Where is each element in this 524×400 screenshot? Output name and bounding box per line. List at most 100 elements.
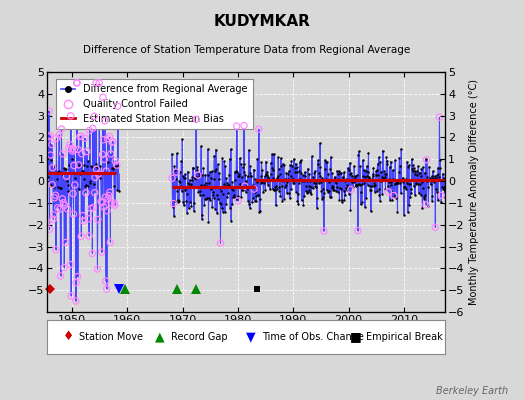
Point <box>62 173 71 180</box>
Point <box>249 166 258 173</box>
Point <box>214 176 223 182</box>
Point <box>242 178 250 184</box>
Point <box>404 164 412 170</box>
Point <box>95 175 104 181</box>
Point <box>182 185 190 191</box>
Point <box>269 174 278 181</box>
Point <box>430 179 438 186</box>
Point <box>235 173 244 179</box>
Point <box>193 167 202 173</box>
Point <box>171 166 180 173</box>
Point <box>97 249 106 256</box>
Point <box>105 192 113 199</box>
Point <box>259 177 268 184</box>
Point <box>292 188 300 195</box>
Point <box>429 168 437 174</box>
Point <box>178 188 186 194</box>
Point <box>385 178 393 185</box>
Point <box>196 192 204 198</box>
Point <box>308 153 316 160</box>
Point <box>225 156 234 162</box>
Point <box>324 189 333 196</box>
Point <box>106 151 115 157</box>
Text: Time of Obs. Change: Time of Obs. Change <box>262 332 364 342</box>
Point <box>281 177 289 183</box>
Point <box>436 165 444 171</box>
Point <box>386 164 394 170</box>
Point <box>289 180 298 186</box>
Point <box>413 181 422 188</box>
Point <box>201 196 209 202</box>
Point <box>107 200 115 206</box>
Point <box>215 200 224 206</box>
Point <box>267 165 276 172</box>
Point <box>92 80 100 86</box>
Point <box>434 171 443 178</box>
Point <box>250 198 259 204</box>
Point <box>380 171 389 178</box>
Point <box>219 208 227 215</box>
Point <box>260 173 269 179</box>
Point <box>389 167 397 173</box>
Point <box>62 166 70 172</box>
Point <box>374 154 383 161</box>
Point <box>94 171 103 177</box>
Point <box>190 174 199 181</box>
Point <box>84 158 92 164</box>
Point <box>222 200 230 207</box>
Point <box>93 266 102 272</box>
Point <box>175 177 183 184</box>
Point <box>270 186 279 193</box>
Point <box>56 185 64 191</box>
Point <box>300 178 308 184</box>
Point <box>43 174 52 180</box>
Point <box>114 103 122 109</box>
Point <box>175 185 183 191</box>
Point <box>66 141 74 148</box>
Point <box>113 186 122 193</box>
Point <box>167 151 176 157</box>
Point <box>364 169 372 176</box>
Point <box>422 202 430 208</box>
Point <box>343 187 351 194</box>
Point <box>206 168 214 175</box>
Point <box>377 178 386 184</box>
Point <box>406 194 414 200</box>
Point <box>245 201 253 207</box>
Point <box>370 183 378 189</box>
Point <box>241 172 249 178</box>
Point <box>266 176 275 183</box>
Point <box>270 150 278 157</box>
Point <box>321 177 330 183</box>
Point <box>260 180 268 187</box>
Point <box>206 185 215 192</box>
Point <box>340 197 348 203</box>
Point <box>405 181 413 187</box>
Point <box>370 188 379 195</box>
Point <box>223 194 232 200</box>
Point <box>273 175 281 181</box>
Point <box>113 162 121 168</box>
Point <box>226 205 234 211</box>
Point <box>332 188 341 194</box>
Point <box>329 187 337 194</box>
Point <box>191 174 199 181</box>
Point <box>74 146 82 152</box>
Point <box>249 195 257 202</box>
Point <box>71 175 80 181</box>
Point <box>289 176 297 182</box>
Point <box>428 193 436 199</box>
Point <box>323 158 332 165</box>
Point <box>61 239 70 246</box>
Point <box>281 176 290 183</box>
Point <box>411 168 420 175</box>
Point <box>212 146 220 153</box>
Point <box>406 181 414 188</box>
Point <box>66 261 74 268</box>
Point <box>328 183 336 189</box>
Point <box>244 173 252 179</box>
Point <box>90 113 99 120</box>
Point <box>219 191 227 198</box>
Point <box>49 216 57 222</box>
Point <box>373 166 381 173</box>
